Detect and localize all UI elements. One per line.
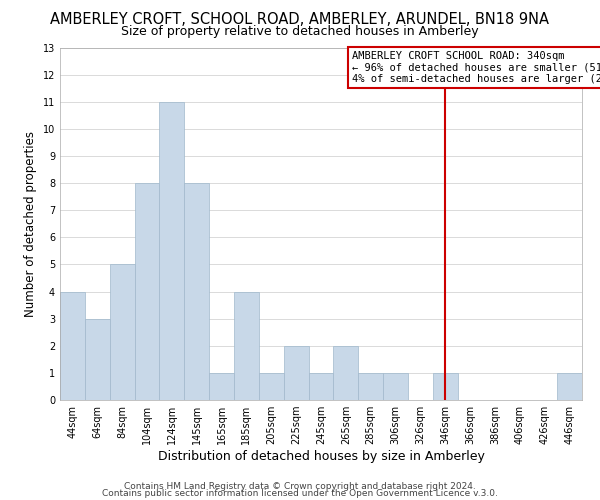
Bar (383, 373, 408, 400)
Bar (60, 292, 85, 400)
X-axis label: Distribution of detached houses by size in Amberley: Distribution of detached houses by size … (158, 450, 484, 463)
Bar (308, 373, 334, 400)
Bar (160, 102, 184, 400)
Y-axis label: Number of detached properties: Number of detached properties (24, 130, 37, 317)
Bar (234, 292, 259, 400)
Bar (85, 318, 110, 400)
Text: AMBERLEY CROFT, SCHOOL ROAD, AMBERLEY, ARUNDEL, BN18 9NA: AMBERLEY CROFT, SCHOOL ROAD, AMBERLEY, A… (50, 12, 550, 28)
Text: Size of property relative to detached houses in Amberley: Size of property relative to detached ho… (121, 25, 479, 38)
Bar (284, 346, 308, 400)
Bar (134, 183, 160, 400)
Bar (110, 264, 134, 400)
Bar (334, 346, 358, 400)
Bar (358, 373, 383, 400)
Bar (433, 373, 458, 400)
Bar (184, 183, 209, 400)
Bar (557, 373, 582, 400)
Text: AMBERLEY CROFT SCHOOL ROAD: 340sqm
← 96% of detached houses are smaller (51)
4% : AMBERLEY CROFT SCHOOL ROAD: 340sqm ← 96%… (352, 51, 600, 84)
Bar (209, 373, 234, 400)
Text: Contains public sector information licensed under the Open Government Licence v.: Contains public sector information licen… (102, 489, 498, 498)
Bar (259, 373, 284, 400)
Text: Contains HM Land Registry data © Crown copyright and database right 2024.: Contains HM Land Registry data © Crown c… (124, 482, 476, 491)
